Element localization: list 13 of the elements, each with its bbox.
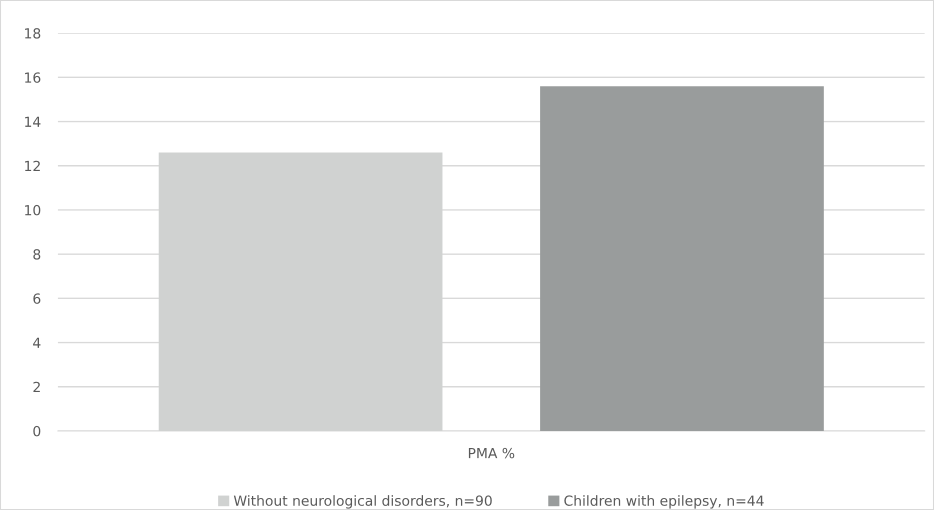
y-tick-label: 2 (33, 382, 40, 392)
legend-label: Children with epilepsy, n=44 (564, 495, 764, 509)
y-tick-label: 6 (33, 293, 40, 304)
y-tick-label: 0 (33, 426, 40, 436)
y-tick-label: 18 (25, 28, 40, 39)
y-tick-label: 4 (33, 338, 40, 348)
y-tick-label: 10 (25, 204, 40, 216)
y-tick-label: 12 (25, 160, 40, 172)
y-tick-label: 16 (25, 72, 40, 83)
y-tick-label: 14 (25, 116, 40, 127)
x-tick-label: PMA % (468, 448, 514, 458)
y-tick-label: 8 (33, 249, 40, 260)
legend-label: Without neurological disorders, n=90 (234, 495, 492, 509)
